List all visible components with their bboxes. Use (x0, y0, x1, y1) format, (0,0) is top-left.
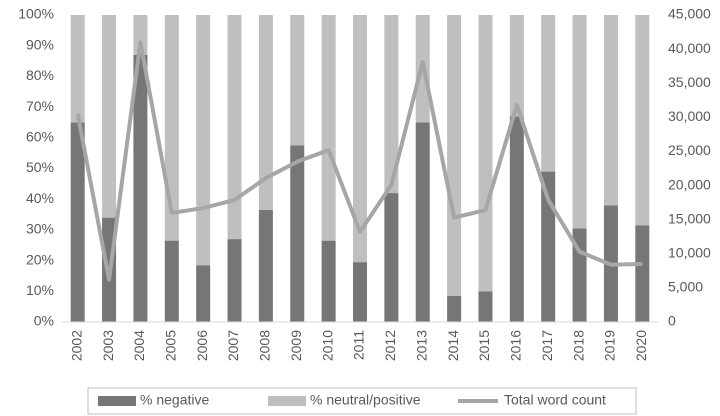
x-tick-label: 2018 (570, 330, 586, 361)
bar-segment (447, 15, 462, 296)
y-tick-label: 50% (26, 159, 54, 175)
x-tick-label: 2017 (539, 330, 555, 361)
bar-segment (164, 240, 179, 322)
bar-segment (290, 145, 305, 322)
x-tick-label: 2007 (225, 330, 241, 361)
y-tick-label: 10% (26, 282, 54, 298)
bar-segment (290, 15, 305, 146)
y-tick-label: 30% (26, 221, 54, 237)
bar-segment (353, 15, 367, 263)
bar-segment (258, 15, 273, 210)
legend-swatch (98, 396, 136, 406)
legend-label: % neutral/positive (310, 392, 421, 408)
y-tick-label: 90% (26, 36, 54, 52)
bar-segment (447, 295, 462, 322)
bar-segment (70, 122, 85, 322)
bar-segment (133, 54, 148, 322)
x-tick-label: 2016 (508, 330, 524, 361)
bar-segment (572, 15, 587, 229)
x-tick-label: 2006 (194, 330, 210, 361)
y-tick-label: 80% (26, 67, 54, 83)
bar-segment (196, 15, 211, 266)
bar-segment (70, 15, 85, 123)
bar-segment (384, 15, 399, 194)
y-tick-label: 40% (26, 190, 54, 206)
x-tick-label: 2005 (162, 330, 178, 361)
x-tick-label: 2004 (131, 330, 147, 361)
x-tick-label: 2019 (602, 330, 618, 361)
y2-tick-label: 15,000 (668, 210, 711, 226)
bar-segment (509, 15, 524, 117)
y-tick-label: 70% (26, 98, 54, 114)
y-tick-label: 20% (26, 251, 54, 267)
bar-segment (603, 15, 618, 206)
bar-segment (384, 193, 399, 322)
bar-segment (258, 209, 273, 322)
bar-segment (478, 291, 493, 322)
x-tick-label: 2014 (445, 330, 461, 361)
bar-segment (321, 15, 336, 241)
x-tick-label: 2009 (288, 330, 304, 361)
bar-segment (227, 15, 242, 240)
y2-tick-label: 30,000 (668, 108, 711, 124)
legend-box (87, 387, 637, 415)
y2-tick-label: 40,000 (668, 40, 711, 56)
bar-segment (541, 15, 556, 172)
y2-tick-label: 5,000 (668, 279, 703, 295)
y-tick-label: 60% (26, 129, 54, 145)
x-tick-label: 2015 (476, 330, 492, 361)
bar-segment (102, 15, 117, 218)
bar-segment (353, 262, 367, 322)
x-tick-label: 2011 (351, 330, 367, 360)
legend-swatch (268, 396, 306, 406)
line-series (75, 40, 643, 282)
y2-tick-label: 35,000 (668, 74, 711, 90)
y2-tick-label: 0 (668, 313, 676, 329)
legend-label: Total word count (504, 392, 606, 408)
bar-segment (133, 15, 148, 55)
x-tick-label: 2003 (100, 330, 116, 361)
y2-tick-label: 10,000 (668, 244, 711, 260)
x-tick-label: 2008 (257, 330, 273, 361)
y-tick-label: 0% (34, 313, 54, 329)
x-tick-label: 2002 (68, 330, 84, 361)
bar-segment (478, 15, 493, 292)
bar-segment (635, 15, 650, 226)
bar-segment (196, 265, 211, 322)
y2-tick-label: 20,000 (668, 176, 711, 192)
bar-segment (509, 116, 524, 322)
x-tick-label: 2020 (633, 330, 649, 361)
y2-tick-label: 25,000 (668, 142, 711, 158)
x-tick-label: 2012 (382, 330, 398, 361)
x-tick-label: 2010 (319, 330, 335, 361)
bar-segment (635, 225, 650, 322)
bar-segment (321, 240, 336, 322)
bar-segment (415, 122, 430, 322)
bar-segment (227, 239, 242, 322)
y-tick-label: 100% (18, 6, 54, 22)
legend-label: % negative (140, 392, 209, 408)
x-tick-label: 2013 (413, 330, 429, 361)
y2-tick-label: 45,000 (668, 6, 711, 22)
